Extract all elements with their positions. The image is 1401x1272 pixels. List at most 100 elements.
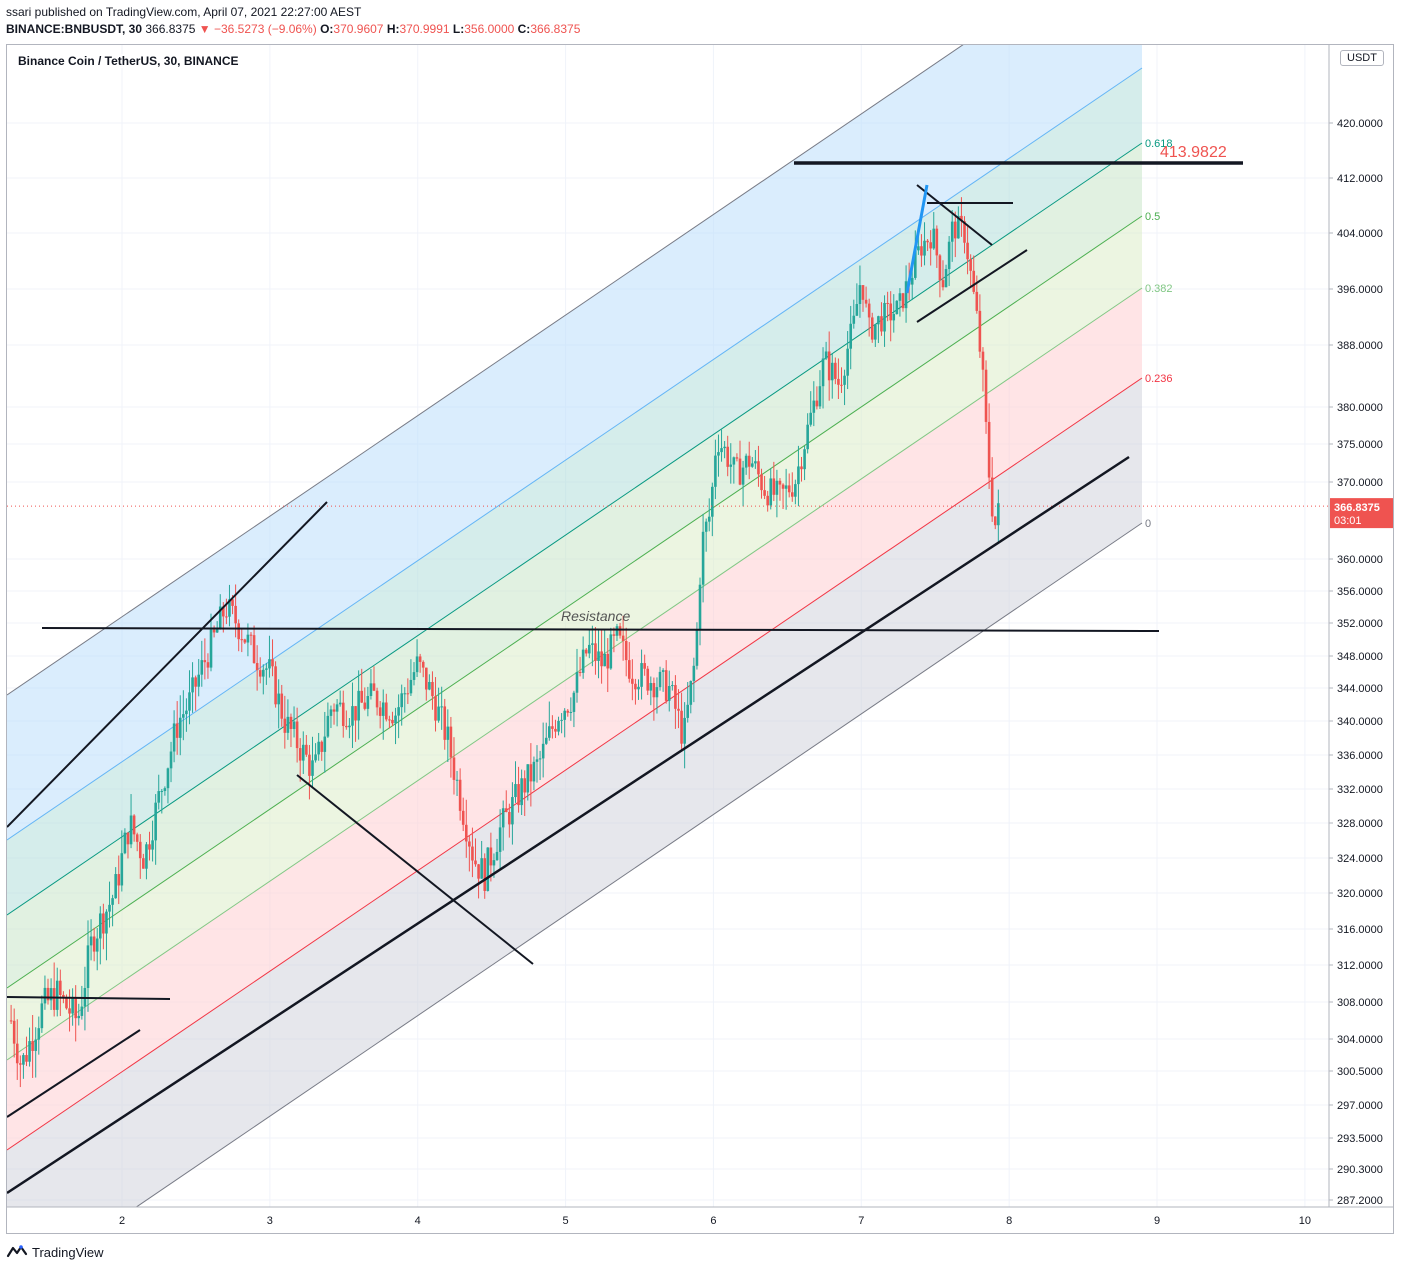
- candle-body: [28, 1041, 31, 1062]
- candle-body: [172, 723, 176, 752]
- candle-body: [544, 737, 548, 744]
- trendline-down: [296, 774, 534, 965]
- candle-body: [523, 778, 527, 793]
- candle-body: [249, 634, 253, 636]
- candle-body: [584, 649, 588, 654]
- price-tick-label: 308.0000: [1337, 997, 1383, 1009]
- candle-body: [821, 358, 825, 387]
- candle-body: [65, 996, 68, 1009]
- time-tick-label: 5: [563, 1215, 569, 1227]
- candle-body: [40, 1003, 44, 1029]
- candle-body: [412, 672, 416, 680]
- candle-body: [200, 660, 204, 675]
- candle-body: [864, 299, 868, 304]
- candle-body: [711, 486, 714, 517]
- candle-body: [120, 853, 124, 886]
- candle-body: [787, 485, 791, 493]
- candle-body: [357, 690, 360, 721]
- candle-body: [345, 725, 348, 728]
- candle-body: [461, 810, 465, 825]
- candle-body: [993, 516, 997, 526]
- candle-body: [19, 1063, 22, 1065]
- candle-body: [581, 649, 585, 673]
- candle-body: [501, 808, 505, 828]
- candle-body: [225, 616, 228, 618]
- candle-body: [972, 270, 976, 292]
- candle-body: [403, 693, 407, 695]
- tradingview-brand: TradingView: [32, 1244, 104, 1260]
- price-change: ▼ −36.5273 (−9.06%): [198, 22, 317, 36]
- candle-body: [68, 1008, 71, 1014]
- candle-body: [295, 721, 299, 749]
- candle-body: [421, 661, 425, 668]
- time-tick-label: 4: [415, 1215, 421, 1227]
- candle-body: [145, 844, 148, 869]
- candle-body: [157, 791, 161, 803]
- candle-body: [649, 683, 653, 691]
- candle-body: [987, 421, 991, 478]
- candle-body: [683, 717, 686, 744]
- candle-body: [194, 677, 197, 687]
- candle-body: [917, 246, 920, 251]
- candle-body: [255, 663, 259, 671]
- resistance-line: [41, 627, 1160, 632]
- candle-body: [797, 466, 800, 485]
- fib-label-0: 0: [1145, 518, 1151, 530]
- candle-body: [621, 635, 625, 641]
- price-tick-label: 293.5000: [1337, 1133, 1383, 1145]
- fib-label-0.618: 0.618: [1145, 138, 1173, 150]
- candle-body: [197, 674, 201, 687]
- candle-body: [886, 302, 889, 304]
- fib-label-0.382: 0.382: [1145, 283, 1173, 295]
- candle-body: [71, 997, 74, 1014]
- candle-body: [477, 864, 480, 879]
- candle-body: [483, 858, 487, 891]
- candle-body: [452, 757, 456, 780]
- time-axis-bg: [7, 1207, 1393, 1233]
- candle-body: [729, 464, 733, 467]
- candle-body: [612, 634, 616, 636]
- candle-body: [944, 269, 948, 288]
- time-tick-label: 7: [858, 1215, 864, 1227]
- candle-body: [627, 660, 631, 679]
- candle-body: [855, 304, 859, 316]
- candle-body: [867, 303, 871, 318]
- candle-body: [449, 726, 453, 758]
- price-tick-label: 312.0000: [1337, 960, 1383, 972]
- candle-body: [151, 840, 154, 850]
- candle-body: [803, 449, 806, 470]
- candle-body: [326, 715, 330, 737]
- candle-body: [981, 351, 985, 370]
- candle-body: [661, 670, 665, 672]
- currency-selector[interactable]: USDT: [1340, 50, 1384, 66]
- candle-body: [794, 484, 797, 497]
- price-tick-label: 300.5000: [1337, 1066, 1383, 1078]
- price-chart[interactable]: 0.6180.50.3820.2360413.9822Resistance420…: [7, 45, 1394, 1234]
- candle-body: [738, 458, 742, 485]
- candle-body: [874, 324, 877, 340]
- fib-level-line: [97, 522, 1143, 1233]
- ohlc-header: BINANCE:BNBUSDT, 30 366.8375 ▼ −36.5273 …: [6, 22, 581, 36]
- price-tick-label: 332.0000: [1337, 784, 1383, 796]
- candle-body: [474, 860, 477, 865]
- candle-body: [308, 754, 311, 776]
- candle-body: [105, 911, 108, 934]
- fib-label-0.236: 0.236: [1145, 373, 1173, 385]
- chart-area[interactable]: 0.618 0.5 0.382 0.236 0 413.9822 Resistance 420…: [6, 44, 1394, 1234]
- tradingview-logo[interactable]: TradingView: [6, 1244, 104, 1260]
- candle-body: [990, 477, 994, 517]
- candle-body: [206, 662, 210, 668]
- candle-body: [541, 743, 545, 759]
- fib-band: [7, 288, 1142, 1150]
- candle-body: [615, 626, 619, 636]
- time-tick-label: 6: [710, 1215, 716, 1227]
- publish-info: ssari published on TradingView.com, Apri…: [6, 5, 362, 19]
- last-price-tag: [1330, 498, 1393, 529]
- candle-body: [289, 716, 293, 729]
- candle-body: [123, 832, 127, 854]
- candle-body: [800, 466, 803, 470]
- candle-body: [775, 480, 779, 495]
- candle-body: [812, 400, 816, 413]
- time-tick-label: 2: [119, 1215, 125, 1227]
- candle-body: [212, 629, 216, 633]
